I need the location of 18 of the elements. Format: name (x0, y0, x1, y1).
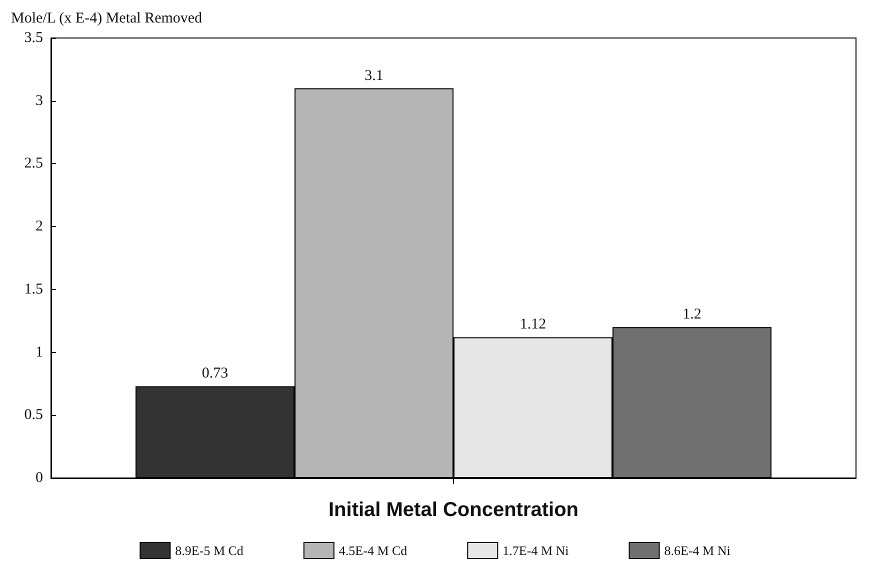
data-label: 3.1 (364, 68, 384, 84)
y-tick-label: 0 (36, 470, 43, 486)
y-tick-label: 3.5 (24, 30, 43, 46)
y-tick-label: 3 (36, 92, 43, 109)
x-axis-title: Initial Metal Concentration (328, 499, 579, 521)
y-tick-label: 1 (36, 344, 43, 360)
y-tick-label: 0.5 (24, 407, 43, 424)
data-label: 1.12 (520, 316, 546, 333)
legend-label: 8.6E-4 M Ni (664, 543, 731, 558)
legend-label: 4.5E-4 M Cd (338, 543, 408, 558)
y-tick-label: 2 (36, 218, 43, 235)
legend-label: 8.9E-5 M Cd (175, 543, 244, 558)
y-axis-title: Mole/L (x E-4) Metal Removed (11, 10, 203, 26)
legend-label: 1.7E-4 M Ni (502, 543, 570, 558)
data-label: 0.73 (202, 366, 228, 382)
data-label: 1.2 (682, 306, 702, 323)
y-tick-label: 2.5 (24, 156, 43, 172)
y-tick-label: 1.5 (24, 281, 43, 298)
